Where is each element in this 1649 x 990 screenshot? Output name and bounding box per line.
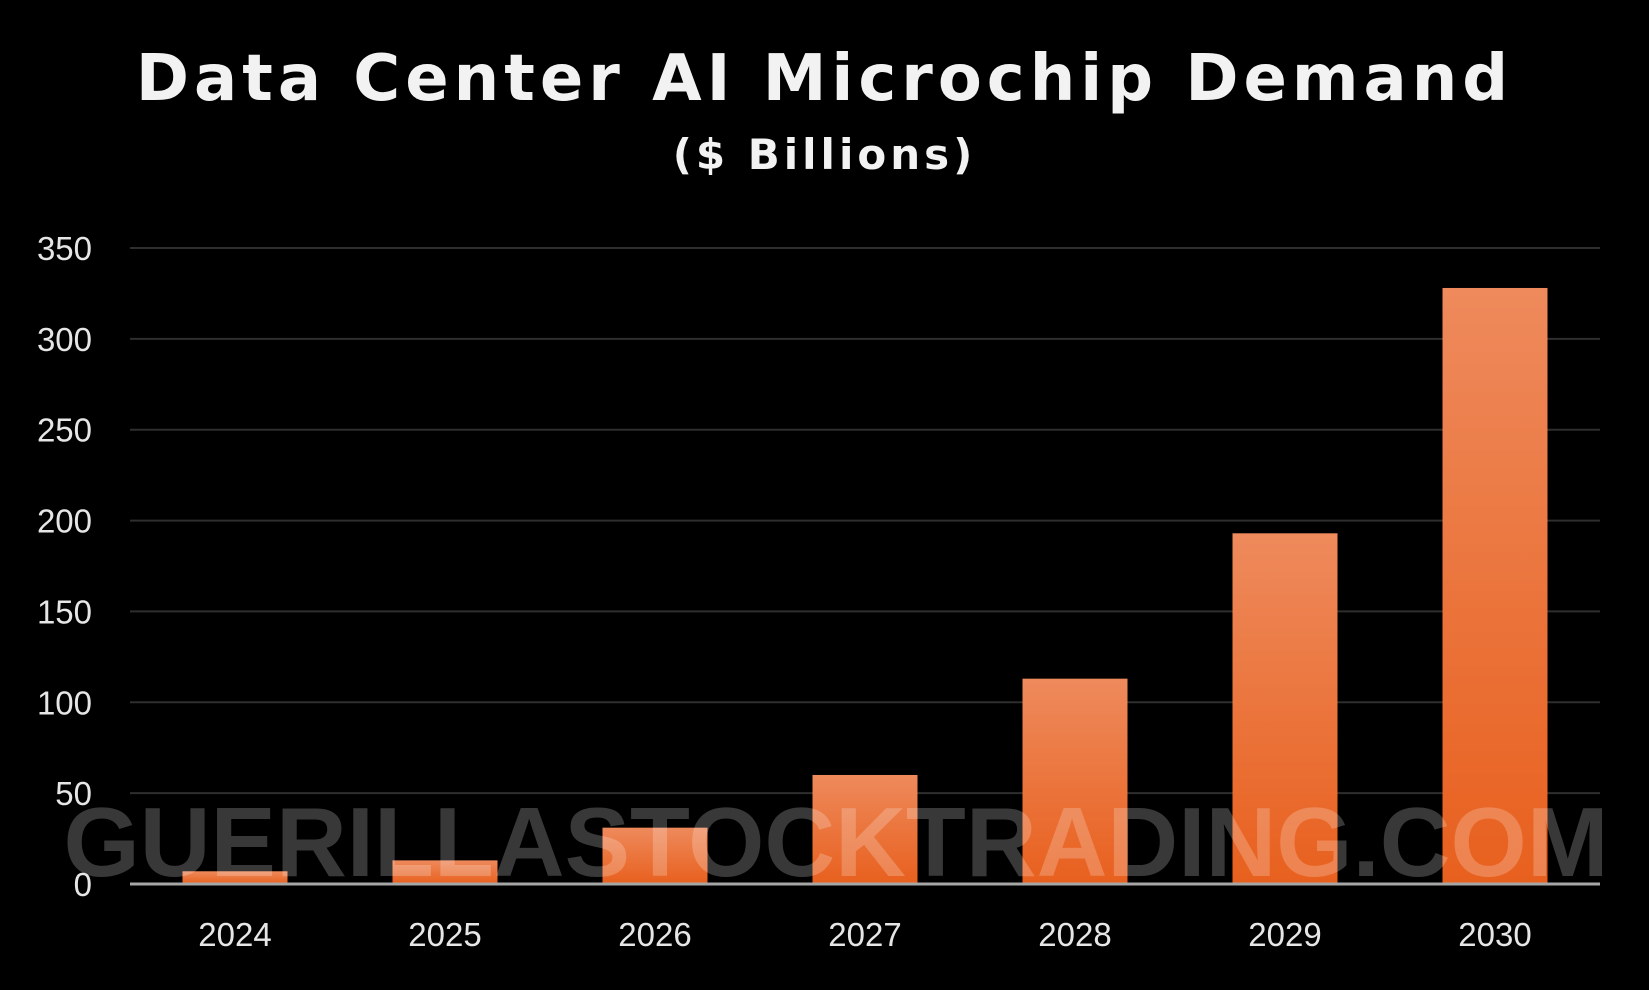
bar-2025 — [392, 860, 498, 884]
y-tick-label: 250 — [37, 412, 92, 449]
x-tick-label: 2030 — [1458, 916, 1531, 953]
chart-subtitle: ($ Billions) — [672, 130, 977, 179]
x-tick-label: 2026 — [618, 916, 691, 953]
y-tick-label: 200 — [37, 503, 92, 540]
y-tick-label: 0 — [74, 866, 92, 903]
tick-labels: 0 50 100 150 200 250 300 350 2024 2025 2026 2027 202… — [37, 230, 1532, 953]
bar-2024 — [182, 871, 288, 884]
bar-2027 — [812, 774, 918, 884]
watermark-text: GUERILLASTOCKTRADING.COM — [64, 787, 1609, 897]
y-tick-label: 50 — [55, 775, 92, 812]
y-tick-label: 100 — [37, 684, 92, 721]
chart-title: Data Center AI Microchip Demand — [135, 42, 1514, 116]
x-tick-label: 2028 — [1038, 916, 1111, 953]
x-tick-label: 2024 — [198, 916, 271, 953]
gridlines — [130, 247, 1600, 795]
bar-2026 — [602, 827, 708, 884]
bar-2029 — [1232, 533, 1338, 884]
y-tick-label: 350 — [37, 230, 92, 267]
y-tick-label: 150 — [37, 593, 92, 630]
x-tick-label: 2027 — [828, 916, 901, 953]
x-tick-label: 2029 — [1248, 916, 1321, 953]
bar-2030 — [1442, 287, 1548, 884]
bars — [182, 287, 1548, 884]
bar-2028 — [1022, 678, 1128, 884]
x-tick-label: 2025 — [408, 916, 481, 953]
y-tick-label: 300 — [37, 321, 92, 358]
